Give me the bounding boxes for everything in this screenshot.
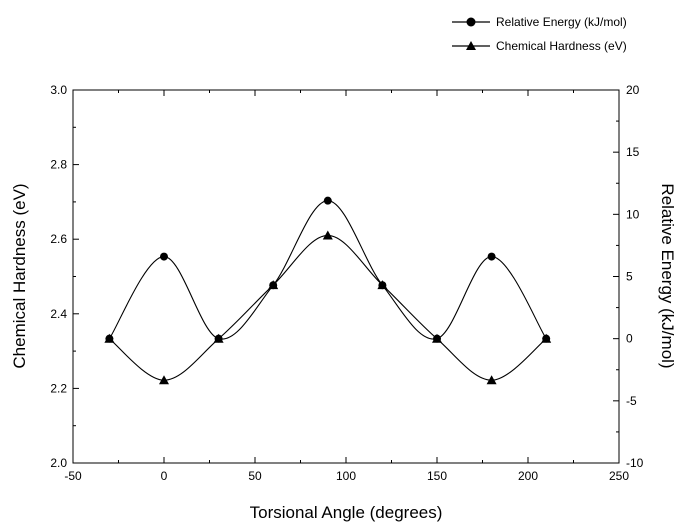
- left-y-tick-label: 2.0: [50, 456, 67, 470]
- x-tick-label: 150: [427, 469, 447, 483]
- data-point-circle: [160, 252, 168, 261]
- data-point-triangle: [486, 375, 497, 385]
- series-line: [109, 234, 547, 381]
- x-tick-label: 200: [518, 469, 538, 483]
- legend: Relative Energy (kJ/mol) Chemical Hardne…: [452, 15, 627, 53]
- right-y-axis-ticks: -10 -5 0 5 10 15 20: [613, 83, 644, 470]
- data-point-circle: [323, 196, 332, 205]
- data-point-triangle: [104, 333, 115, 343]
- legend-label-hardness: Chemical Hardness (eV): [496, 39, 627, 53]
- x-tick-label: 250: [609, 469, 629, 483]
- legend-marker-energy: [466, 17, 476, 27]
- x-axis-title: Torsional Angle (degrees): [250, 503, 443, 522]
- data-point-circle: [487, 252, 496, 261]
- left-y-tick-label: 2.4: [50, 307, 67, 321]
- left-y-axis-ticks: 2.0 2.2 2.4 2.6 2.8 3.0: [50, 83, 79, 470]
- right-y-tick-label: -5: [626, 394, 637, 408]
- right-y-tick-label: 20: [626, 83, 640, 97]
- left-y-tick-label: 2.2: [50, 381, 67, 395]
- legend-marker-hardness: [466, 41, 476, 50]
- data-point-triangle: [159, 375, 169, 385]
- left-y-tick-label: 2.6: [50, 232, 67, 246]
- left-y-tick-label: 3.0: [50, 83, 67, 97]
- x-tick-label: -50: [64, 469, 82, 483]
- right-y-tick-label: 15: [626, 145, 640, 159]
- right-y-tick-label: 0: [626, 332, 633, 346]
- plot-frame: [72, 89, 620, 464]
- series-line: [108, 200, 547, 340]
- data-point-triangle: [377, 280, 388, 290]
- x-tick-label: 0: [161, 469, 168, 483]
- x-tick-label: 50: [248, 469, 262, 483]
- left-y-axis-title: Chemical Hardness (eV): [10, 183, 29, 368]
- data-point-triangle: [268, 280, 279, 290]
- data-point-triangle: [213, 333, 224, 343]
- data-point-triangle: [541, 333, 552, 343]
- x-tick-label: 100: [336, 469, 356, 483]
- series-chemical-hardness: [104, 230, 552, 385]
- data-point-triangle: [432, 333, 442, 343]
- left-y-tick-label: 2.8: [50, 158, 67, 172]
- x-axis-ticks: -50 0 50 100 150 200 250: [64, 90, 629, 483]
- series-relative-energy: [105, 196, 551, 343]
- legend-label-energy: Relative Energy (kJ/mol): [496, 15, 627, 29]
- right-y-tick-label: 5: [626, 270, 633, 284]
- data-point-triangle: [322, 230, 333, 240]
- right-y-tick-label: 10: [626, 207, 640, 221]
- right-y-axis-title: Relative Energy (kJ/mol): [658, 183, 675, 368]
- right-y-tick-label: -10: [626, 456, 644, 470]
